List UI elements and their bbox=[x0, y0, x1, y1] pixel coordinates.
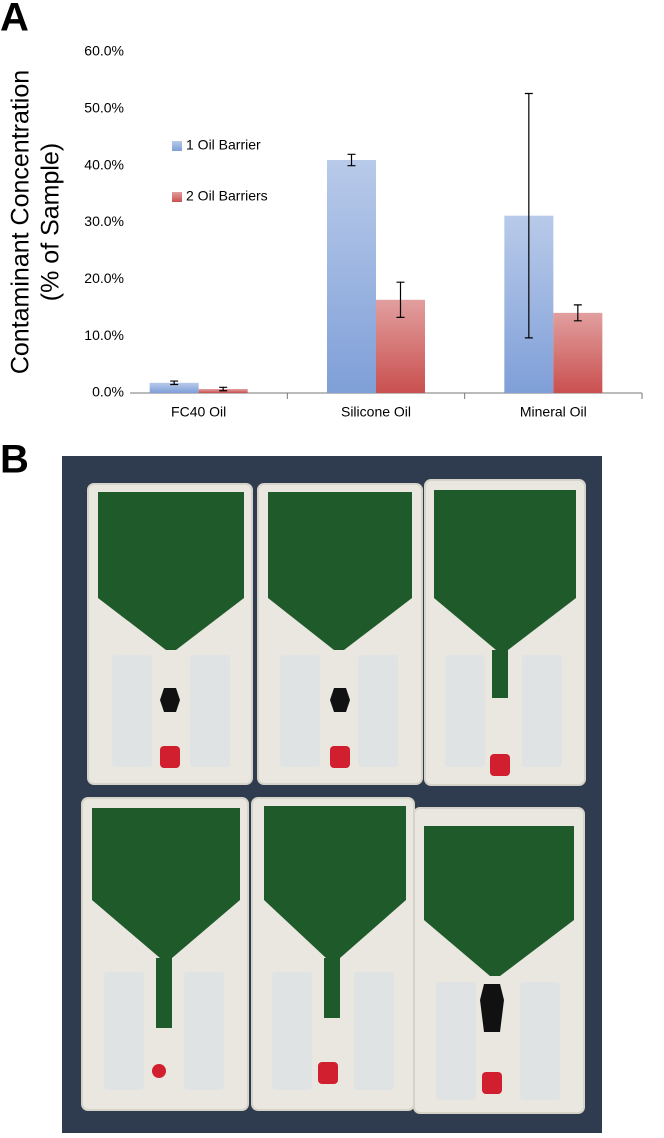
bar bbox=[149, 382, 199, 393]
y-tick-label: 40.0% bbox=[84, 156, 124, 172]
x-tick-label: Mineral Oil bbox=[520, 404, 587, 420]
panel-label: B bbox=[0, 438, 29, 482]
y-tick-label: 50.0% bbox=[84, 100, 124, 116]
photo bbox=[62, 456, 602, 1133]
y-tick-label: 20.0% bbox=[84, 270, 124, 286]
y-tick-label: 10.0% bbox=[84, 327, 124, 343]
error-bar bbox=[396, 281, 405, 319]
legend-swatch bbox=[172, 192, 182, 202]
y-tick-label: 30.0% bbox=[84, 213, 124, 229]
bar bbox=[553, 312, 603, 393]
y-tick-label: 0.0% bbox=[92, 384, 124, 400]
panel-label: A bbox=[0, 0, 29, 40]
error-bar bbox=[573, 304, 582, 322]
legend-swatch bbox=[172, 141, 182, 151]
y-axis-label: Contaminant Concentration bbox=[7, 70, 35, 374]
x-tick-label: FC40 Oil bbox=[171, 404, 226, 420]
x-tick-label: Silicone Oil bbox=[341, 404, 411, 420]
error-bar bbox=[170, 380, 179, 386]
legend-label: 2 Oil Barriers bbox=[186, 188, 268, 204]
error-bar bbox=[347, 153, 356, 167]
y-tick-label: 60.0% bbox=[84, 43, 124, 59]
error-bar bbox=[219, 386, 228, 392]
y-axis-label: (% of Sample) bbox=[37, 143, 65, 301]
legend-label: 1 Oil Barrier bbox=[186, 137, 261, 153]
plot: 0.0% 10.0% 20.0% 30.0% 40.0% 50.0% 60.0% FC40 O… bbox=[84, 43, 643, 420]
error-bar bbox=[524, 92, 533, 339]
bar bbox=[327, 159, 376, 393]
